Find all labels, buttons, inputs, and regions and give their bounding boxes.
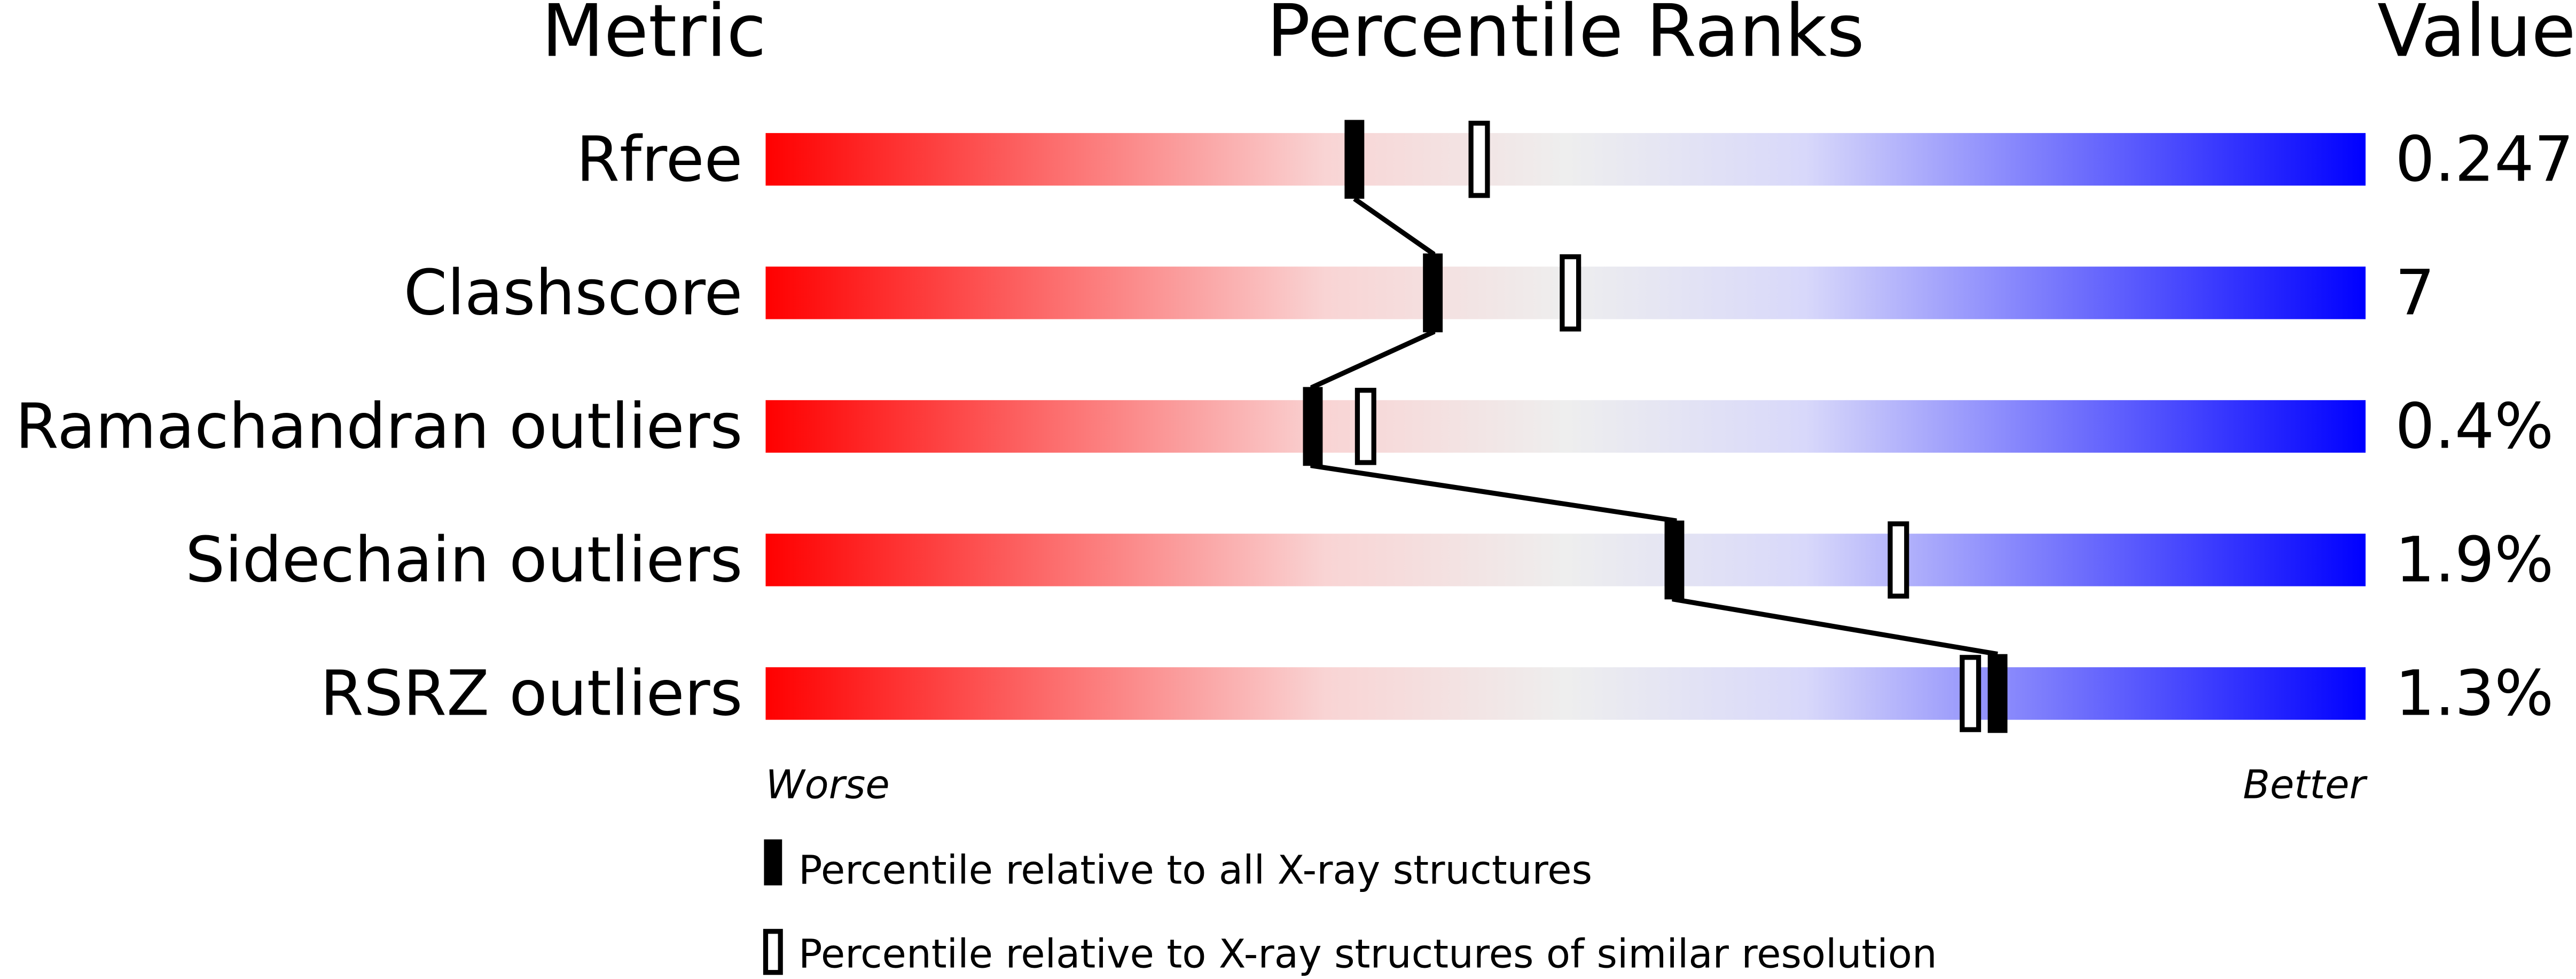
legend-similar: Percentile relative to X-ray structures … bbox=[798, 931, 1937, 977]
metric-label: RSRZ outliers bbox=[320, 657, 743, 730]
marker-similar-resolution bbox=[1354, 388, 1376, 465]
percentile-bar bbox=[765, 667, 2366, 720]
marker-similar-resolution bbox=[1560, 254, 1581, 332]
metric-label: Sidechain outliers bbox=[185, 523, 742, 596]
legend-all: Percentile relative to all X-ray structu… bbox=[798, 848, 1592, 894]
marker-similar-resolution bbox=[1960, 655, 1982, 732]
metric-label: Rfree bbox=[576, 123, 743, 195]
metric-value: 1.9% bbox=[2395, 523, 2554, 596]
marker-similar-resolution bbox=[1888, 521, 1909, 599]
marker-all-structures bbox=[1344, 120, 1365, 199]
marker-all-structures bbox=[1423, 253, 1443, 333]
metric-label: Ramachandran outliers bbox=[15, 390, 743, 463]
header-ranks: Percentile Ranks bbox=[1267, 0, 1865, 73]
percentile-bar bbox=[765, 400, 2366, 453]
better-label: Better bbox=[2243, 762, 2368, 808]
legend-open-marker-icon bbox=[763, 929, 783, 975]
marker-all-structures bbox=[1664, 520, 1685, 600]
worse-label: Worse bbox=[765, 762, 889, 808]
marker-all-structures bbox=[1303, 387, 1323, 466]
metric-value: 1.3% bbox=[2395, 657, 2554, 730]
marker-similar-resolution bbox=[1468, 121, 1490, 198]
metric-value: 7 bbox=[2395, 256, 2434, 329]
header-metric: Metric bbox=[542, 0, 766, 73]
header-value: Value bbox=[2377, 0, 2576, 73]
metric-label: Clashscore bbox=[404, 256, 743, 329]
metric-value: 0.4% bbox=[2395, 390, 2554, 463]
legend-filled-marker-icon bbox=[764, 839, 782, 886]
marker-all-structures bbox=[1987, 654, 2008, 733]
percentile-bar bbox=[765, 534, 2366, 586]
metric-value: 0.247 bbox=[2395, 123, 2574, 195]
percentile-bar bbox=[765, 133, 2366, 186]
